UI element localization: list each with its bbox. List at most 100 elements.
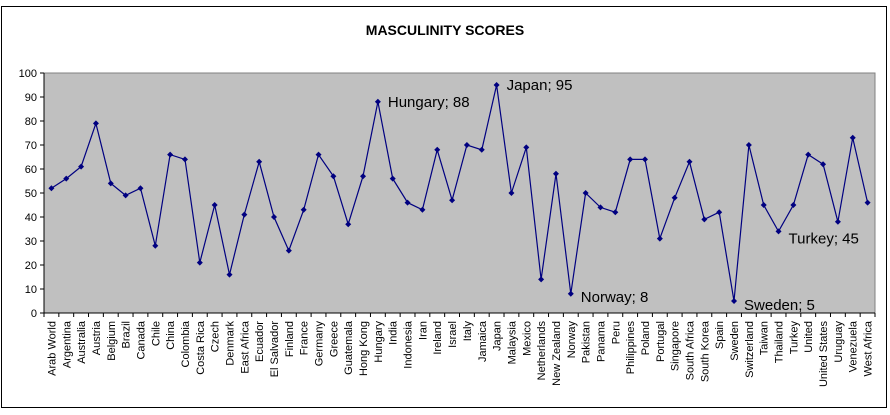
data-point: [686, 158, 693, 165]
category-label: Portugal: [655, 321, 667, 362]
data-point: [374, 98, 381, 105]
data-point: [612, 209, 619, 216]
data-point: [345, 221, 352, 228]
data-point: [196, 259, 203, 266]
category-label: Peru: [610, 321, 622, 344]
data-point: [449, 197, 456, 204]
data-point: [271, 214, 278, 220]
data-point: [552, 170, 559, 177]
y-tick-label: 20: [25, 260, 37, 272]
data-point: [849, 134, 856, 141]
annotation-label: Sweden; 5: [744, 297, 815, 314]
category-label: El Salvador: [269, 321, 281, 378]
category-label: Arab World: [46, 321, 58, 376]
data-point: [627, 156, 634, 163]
category-label: Venezuela: [848, 320, 860, 372]
series-line: [51, 84, 869, 302]
category-label: China: [165, 320, 177, 350]
y-tick-label: 50: [25, 188, 37, 200]
category-label: Philippines: [625, 321, 637, 375]
category-label: Switzerland: [744, 321, 756, 378]
data-point: [78, 163, 85, 170]
data-point: [820, 161, 827, 168]
category-label: Germany: [314, 321, 326, 367]
category-label: Iran: [417, 321, 429, 340]
data-point: [360, 173, 367, 180]
data-point: [389, 175, 396, 182]
category-label: Denmark: [224, 321, 236, 366]
chart-title: MASCULINITY SCORES: [366, 22, 524, 38]
data-point: [745, 142, 752, 148]
y-tick-label: 40: [25, 212, 37, 224]
category-label: France: [299, 321, 311, 355]
data-point: [330, 173, 337, 180]
data-point: [641, 156, 648, 163]
line-chart: MASCULINITY SCORES 0 10 20 30 40 50 60 70 80 90 10…: [19, 22, 876, 387]
category-label: Hong Kong: [358, 321, 370, 376]
category-label: Colombia: [180, 320, 192, 367]
data-point: [701, 216, 708, 223]
y-tick-label: 10: [25, 284, 37, 296]
annotations: Hungary; 88 Japan; 95 Norway; 8 Sweden; 5 Tu…: [388, 77, 859, 314]
category-label: Italy: [462, 321, 474, 342]
category-label: Israel: [447, 321, 459, 348]
category-label: Jamaica: [477, 320, 489, 362]
category-label: Ireland: [432, 321, 444, 355]
data-point: [567, 290, 574, 297]
data-point: [226, 271, 233, 278]
data-point: [48, 185, 55, 192]
annotation-label: Japan; 95: [507, 77, 573, 94]
data-point: [805, 151, 812, 158]
data-point: [167, 151, 174, 158]
y-tick-label: 30: [25, 236, 37, 248]
data-point: [404, 199, 411, 206]
y-tick-label: 60: [25, 164, 37, 176]
category-label: Greece: [328, 321, 340, 357]
category-label: United States: [818, 321, 830, 388]
annotation-label: Turkey; 45: [789, 230, 859, 247]
category-label: East Africa: [239, 320, 251, 373]
category-label: Singapore: [670, 321, 682, 371]
data-point: [523, 144, 530, 151]
category-label: Uruguay: [833, 321, 845, 363]
series-masculinity: [48, 82, 871, 304]
data-point: [775, 228, 782, 235]
axes: 0 10 20 30 40 50 60 70 80 90 100: [19, 68, 876, 320]
data-point: [597, 204, 604, 211]
data-point: [463, 142, 470, 148]
data-point: [315, 151, 322, 158]
category-label: Brazil: [121, 321, 133, 349]
category-label: Austria: [91, 320, 103, 355]
category-label: Hungary: [373, 321, 385, 363]
data-point: [285, 247, 292, 254]
data-point: [582, 190, 589, 196]
category-label: Indonesia: [403, 320, 415, 369]
data-point: [434, 146, 441, 153]
category-label: Turkey: [788, 321, 800, 355]
category-label: Czech: [210, 321, 222, 352]
y-tick-label: 0: [31, 308, 37, 320]
data-point: [300, 206, 307, 213]
category-label: Norway: [566, 321, 578, 359]
category-label: New Zealand: [551, 321, 563, 386]
data-point: [834, 218, 841, 225]
category-label: Argentina: [61, 320, 73, 368]
data-point: [493, 82, 500, 88]
category-label: South Korea: [699, 320, 711, 382]
data-point: [508, 190, 515, 196]
category-label: Mexico: [521, 321, 533, 356]
category-label: South Africa: [685, 320, 697, 380]
data-point: [181, 156, 188, 163]
category-label: Guatemala: [343, 320, 355, 375]
data-point: [716, 209, 723, 216]
category-label: Sweden: [729, 321, 741, 361]
category-labels: Arab World Argentina Australia Austria Belgi…: [46, 320, 874, 387]
category-label: United: [803, 321, 815, 353]
category-label: Pakistan: [581, 321, 593, 363]
data-point: [211, 202, 218, 208]
y-tick-label: 70: [25, 140, 37, 152]
data-point: [122, 192, 129, 199]
category-label: Australia: [76, 320, 88, 364]
data-point: [478, 146, 485, 153]
data-point: [419, 206, 426, 213]
